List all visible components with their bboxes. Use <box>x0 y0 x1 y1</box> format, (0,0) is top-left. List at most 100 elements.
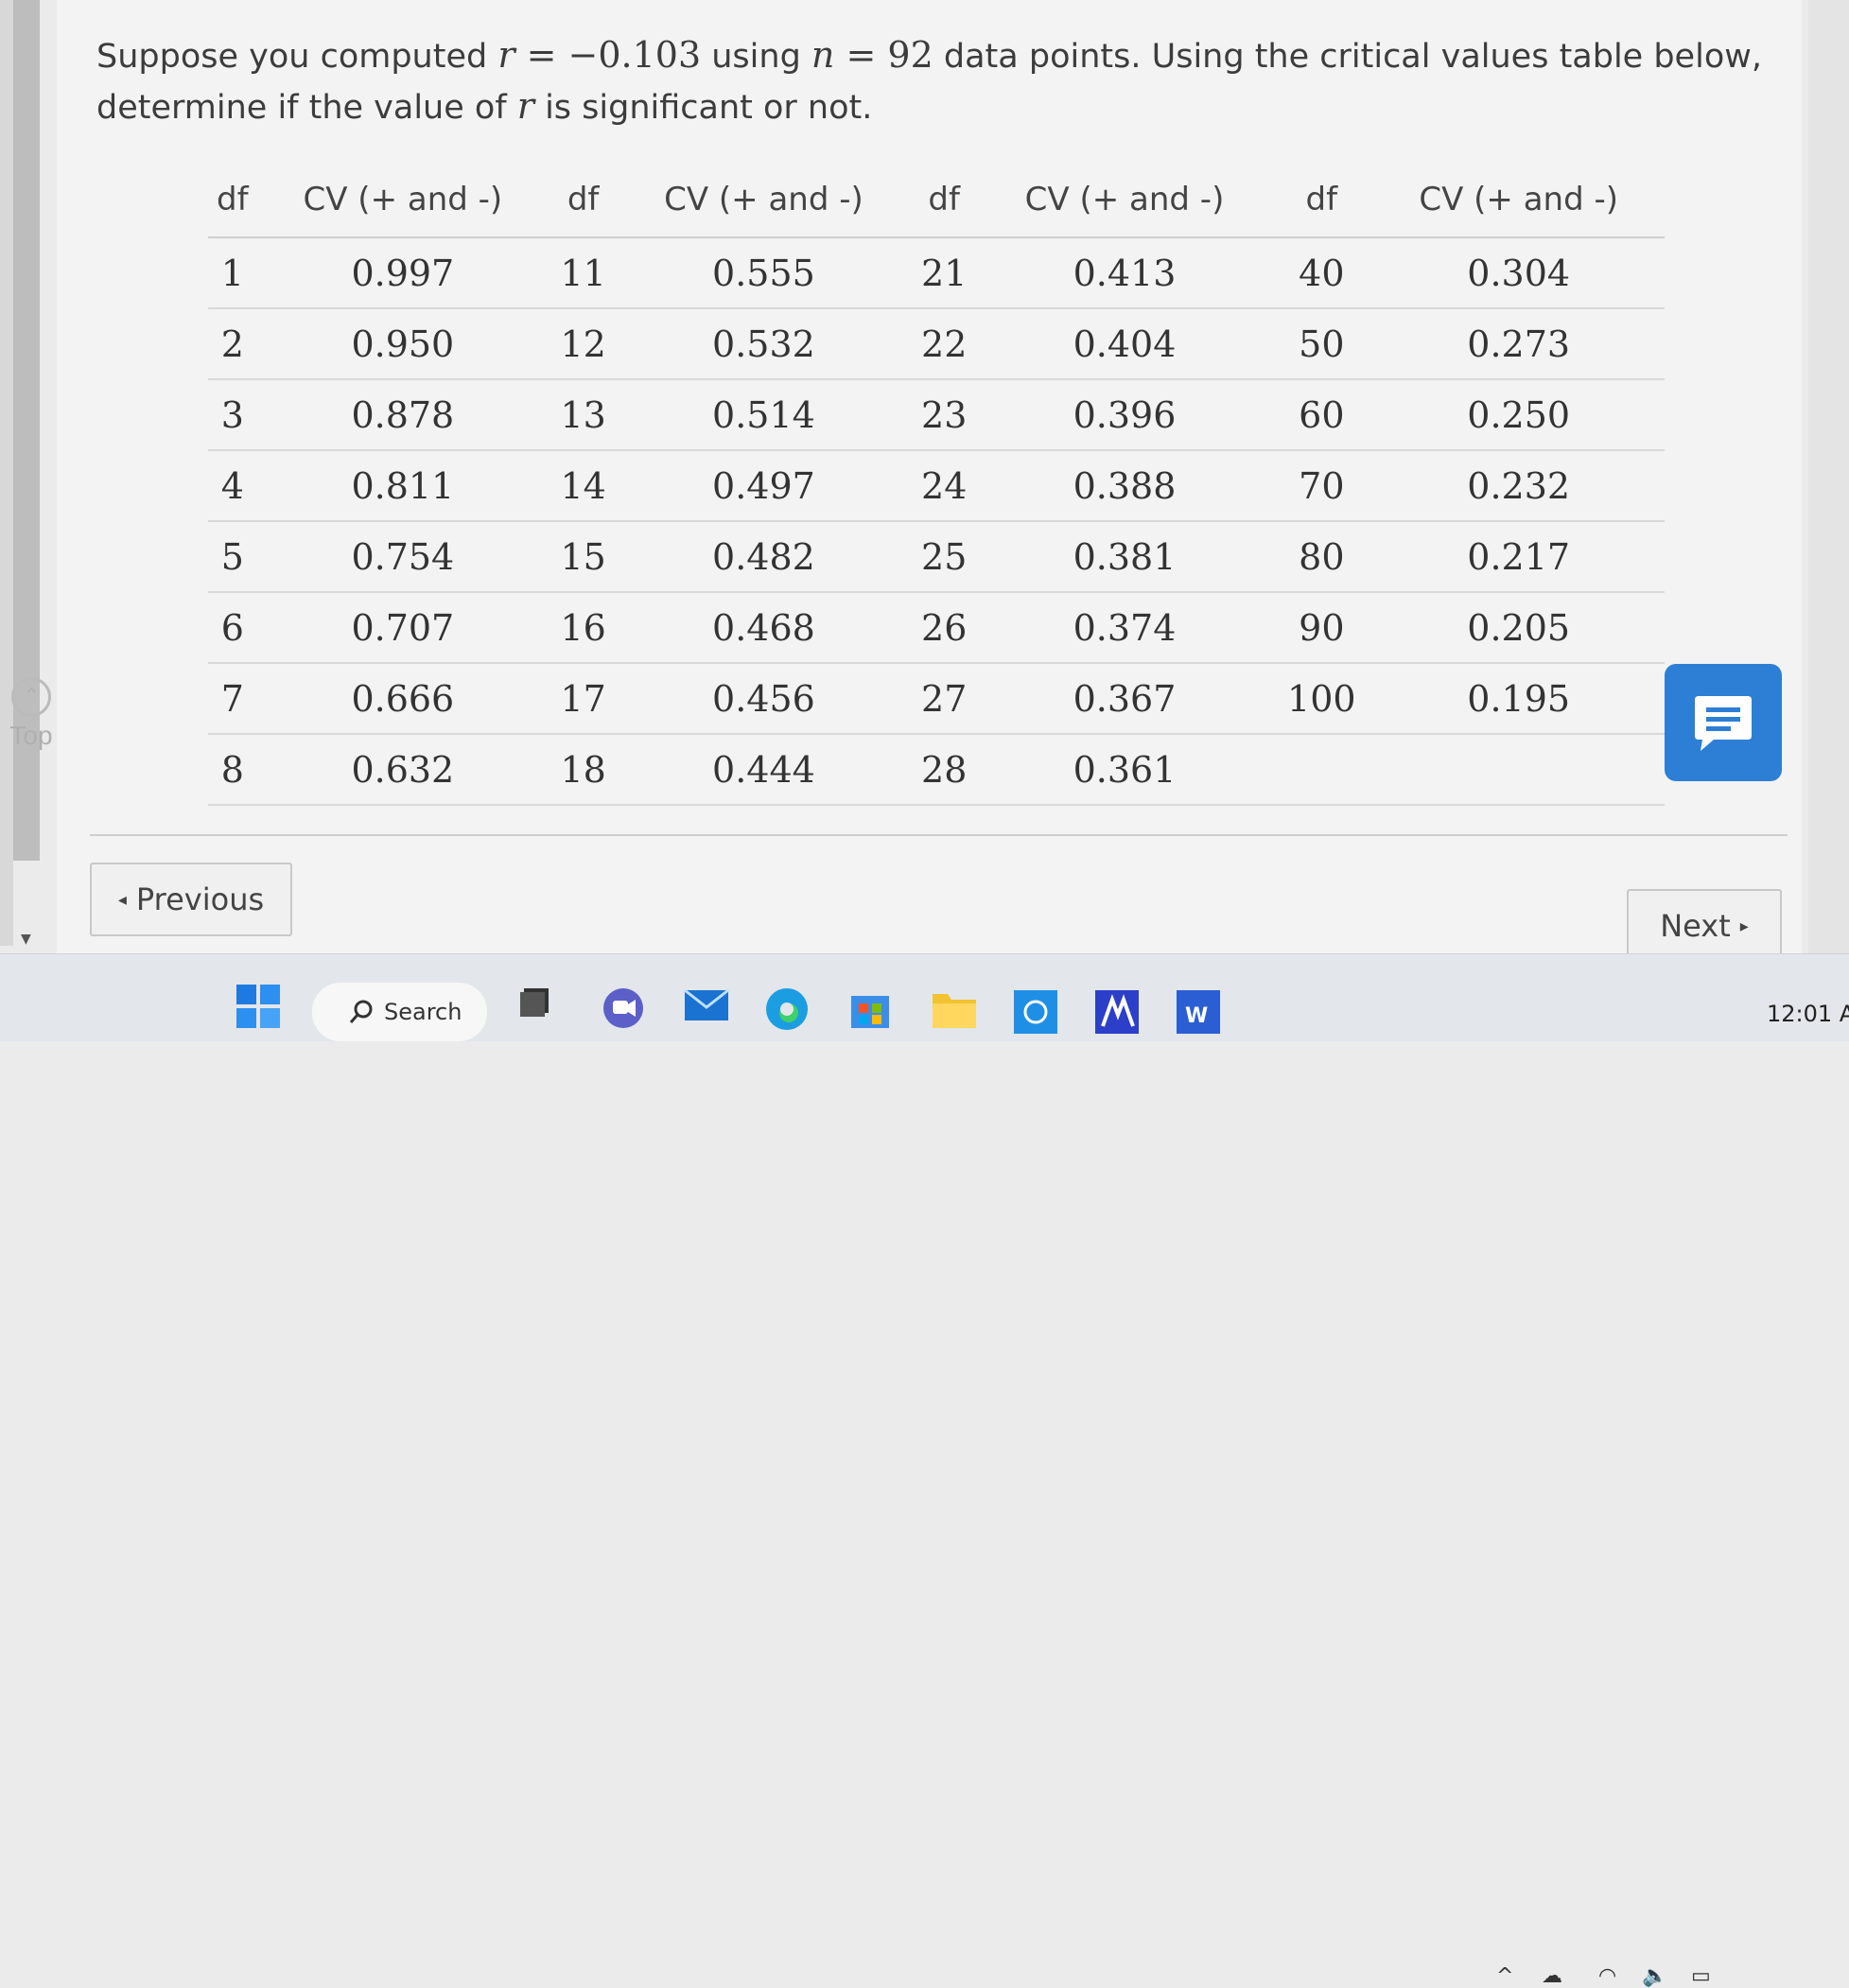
wifi-icon[interactable]: ◠ <box>1598 1964 1617 1988</box>
cv-cell: 0.195 <box>1372 663 1665 735</box>
cv-cell: 0.381 <box>978 521 1271 593</box>
windows-start-icon[interactable] <box>236 985 280 1028</box>
cv-cell: 0.273 <box>1372 308 1665 380</box>
df-cell: 100 <box>1270 663 1373 735</box>
back-to-top-button[interactable]: ⌃ Top <box>9 677 53 751</box>
taskbar-search-box[interactable]: Search <box>312 983 487 1041</box>
table-row: 1 0.997 11 0.555 21 0.413 40 0.304 <box>208 237 1665 309</box>
question-text: Suppose you computed r = −0.103 using n … <box>96 30 1780 132</box>
cv-cell: 0.555 <box>618 237 910 309</box>
df-cell: 6 <box>208 592 257 664</box>
question-part: using <box>701 38 811 76</box>
search-icon <box>349 1000 373 1023</box>
df-cell: 8 <box>208 734 257 806</box>
df-cell: 26 <box>909 592 979 664</box>
store-icon[interactable] <box>849 988 891 1030</box>
chevron-up-icon[interactable]: ^ <box>1496 1964 1514 1988</box>
cv-cell: 0.997 <box>256 237 549 309</box>
onedrive-icon[interactable]: ☁ <box>1542 1964 1562 1988</box>
df-cell: 90 <box>1270 592 1373 664</box>
divider <box>90 834 1788 836</box>
taskbar-clock[interactable]: 12:01 AM <box>1767 1001 1849 1027</box>
math-var-n: n <box>811 34 835 76</box>
cv-cell: 0.950 <box>256 308 549 380</box>
df-cell: 21 <box>909 237 979 309</box>
chevron-up-icon: ⌃ <box>11 677 51 717</box>
df-cell: 3 <box>208 379 257 451</box>
column-header: CV (+ and -) <box>256 163 549 238</box>
left-rail <box>0 0 13 946</box>
df-cell: 23 <box>909 379 979 451</box>
df-cell: 7 <box>208 663 257 735</box>
battery-icon[interactable]: ▭ <box>1691 1964 1711 1988</box>
cv-cell: 0.514 <box>618 379 910 451</box>
question-part: is significant or not. <box>533 89 873 127</box>
table-row: 8 0.632 18 0.444 28 0.361 <box>208 734 1665 806</box>
column-header: df <box>909 163 979 238</box>
cv-cell: 0.444 <box>618 734 910 806</box>
cv-cell: 0.367 <box>978 663 1271 735</box>
cv-cell: 0.217 <box>1372 521 1665 593</box>
column-header: df <box>1270 163 1373 238</box>
df-cell: 18 <box>549 734 619 806</box>
column-header: CV (+ and -) <box>618 163 910 238</box>
table-row: 2 0.950 12 0.532 22 0.404 50 0.273 <box>208 308 1665 380</box>
question-panel: Suppose you computed r = −0.103 using n … <box>57 0 1837 963</box>
previous-label: Previous <box>135 881 265 917</box>
table-row: 5 0.754 15 0.482 25 0.381 80 0.217 <box>208 521 1665 593</box>
edge-browser-icon[interactable] <box>764 986 810 1032</box>
task-view-icon[interactable] <box>518 983 556 1020</box>
df-cell: 24 <box>909 450 979 522</box>
df-cell: 15 <box>549 521 619 593</box>
cv-cell: 0.482 <box>618 521 910 593</box>
chat-icon <box>1695 696 1752 751</box>
cv-cell: 0.754 <box>256 521 549 593</box>
left-scroll-down-icon[interactable]: ▼ <box>21 932 31 947</box>
mail-icon[interactable] <box>683 986 730 1024</box>
table-row: 7 0.666 17 0.456 27 0.367 100 0.195 <box>208 663 1665 735</box>
caret-left-icon: ◂ <box>117 889 127 910</box>
top-label: Top <box>9 721 53 750</box>
cv-cell: 0.388 <box>978 450 1271 522</box>
right-scrollbar[interactable] <box>1808 0 1849 955</box>
taskbar: Search W ^ ☁ ◠ 🔈 ▭ <box>0 953 1849 1988</box>
teams-chat-icon[interactable] <box>602 986 645 1030</box>
cv-cell: 0.404 <box>978 308 1271 380</box>
df-cell: 14 <box>549 450 619 522</box>
next-button[interactable]: Next ▸ <box>1627 889 1782 963</box>
cv-cell: 0.707 <box>256 592 549 664</box>
next-label: Next <box>1660 908 1731 944</box>
cortana-icon[interactable] <box>1014 990 1057 1034</box>
chat-button[interactable] <box>1665 664 1782 781</box>
volume-icon[interactable]: 🔈 <box>1642 1964 1668 1988</box>
svg-text:W: W <box>1185 1004 1208 1028</box>
cv-cell: 0.413 <box>978 237 1271 309</box>
search-label: Search <box>384 999 462 1025</box>
df-cell: 11 <box>549 237 619 309</box>
word-icon[interactable]: W <box>1177 990 1220 1034</box>
cv-cell: 0.497 <box>618 450 910 522</box>
df-cell: 5 <box>208 521 257 593</box>
cv-cell: 0.396 <box>978 379 1271 451</box>
cv-cell: 0.374 <box>978 592 1271 664</box>
df-cell: 12 <box>549 308 619 380</box>
column-header: CV (+ and -) <box>978 163 1271 238</box>
cv-cell: 0.205 <box>1372 592 1665 664</box>
column-header: df <box>208 163 257 238</box>
column-header: df <box>549 163 619 238</box>
table-row: 3 0.878 13 0.514 23 0.396 60 0.250 <box>208 379 1665 451</box>
table-row: 4 0.811 14 0.497 24 0.388 70 0.232 <box>208 450 1665 522</box>
df-cell: 1 <box>208 237 257 309</box>
left-scrollbar[interactable] <box>13 0 40 861</box>
df-cell: 16 <box>549 592 619 664</box>
df-cell: 40 <box>1270 237 1373 309</box>
cv-cell: 0.666 <box>256 663 549 735</box>
app-icon[interactable] <box>1095 990 1139 1034</box>
file-explorer-icon[interactable] <box>931 988 978 1030</box>
table-header-row: df CV (+ and -) df CV (+ and -) df CV (+… <box>208 163 1665 238</box>
df-cell: 17 <box>549 663 619 735</box>
question-part: Suppose you computed <box>96 38 498 76</box>
df-cell: 22 <box>909 308 979 380</box>
math-var-r: r <box>516 85 534 127</box>
previous-button[interactable]: ◂ Previous <box>90 863 292 936</box>
